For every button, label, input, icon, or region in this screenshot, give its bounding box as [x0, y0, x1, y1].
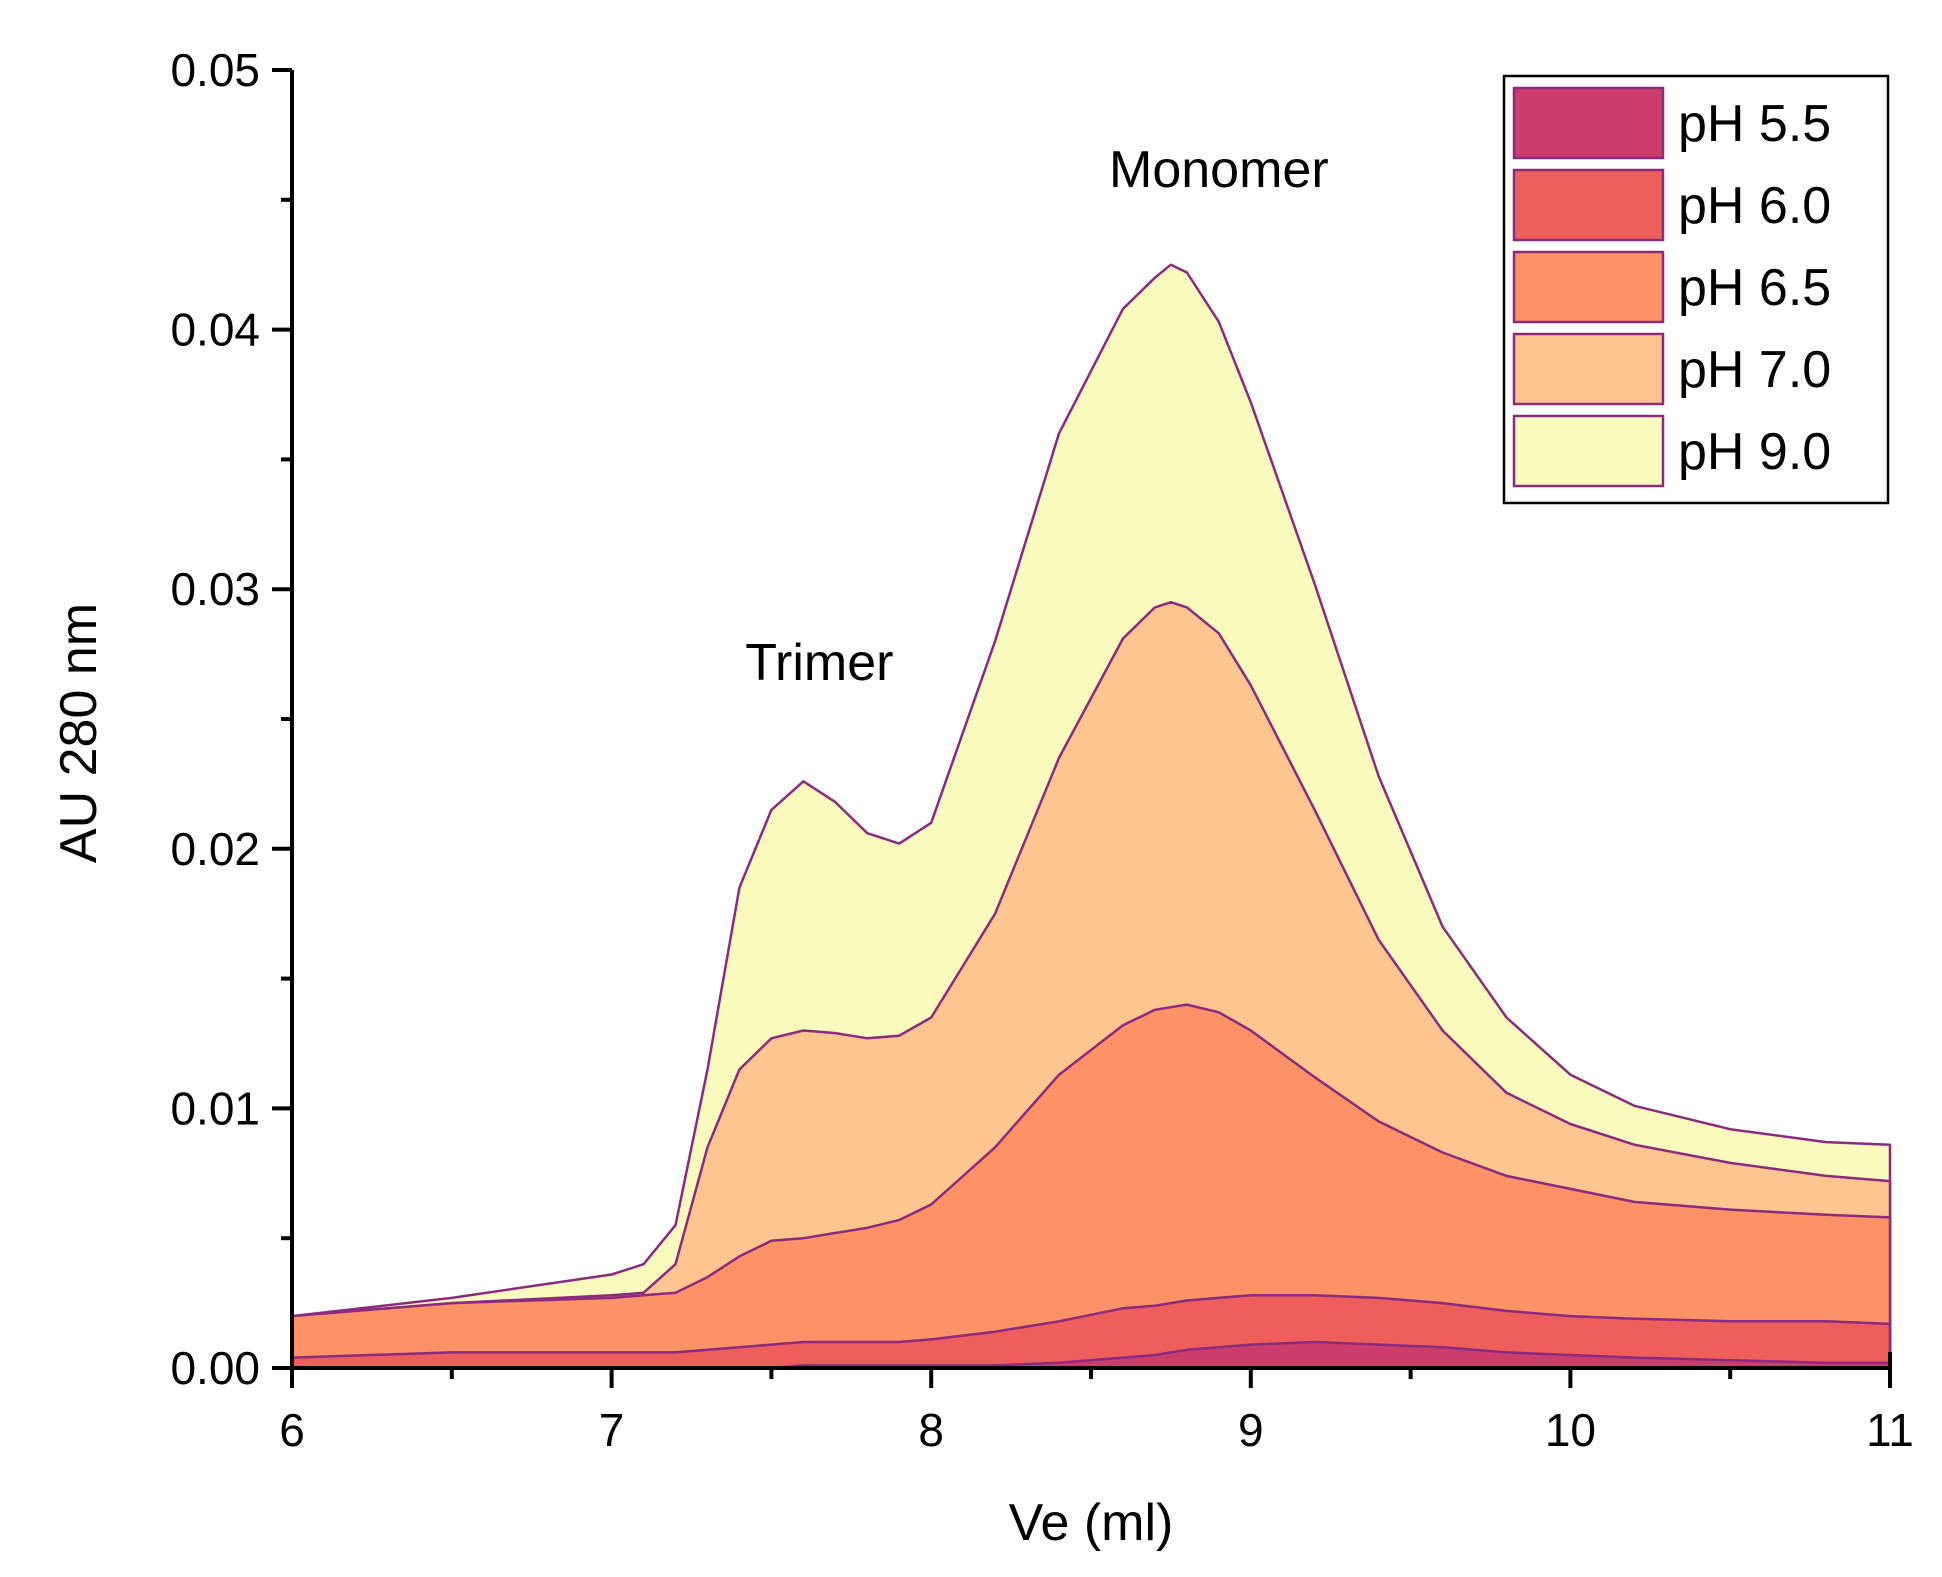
legend-swatch-ph-6-0 [1512, 168, 1665, 242]
x-tick-label: 10 [1545, 1404, 1596, 1456]
legend-label-ph-5-5: pH 5.5 [1678, 95, 1831, 153]
x-tick-label: 7 [599, 1404, 625, 1456]
y-axis-title: AU 280 nm [50, 603, 108, 863]
legend-label-ph-7-0: pH 7.0 [1678, 341, 1831, 399]
y-tick-label: 0.02 [170, 823, 260, 875]
axes: 6 7 8 9 10 11 0.00 0.01 0.02 0.03 0.04 0.05 [170, 44, 1913, 1456]
legend-swatch-ph-7-0 [1512, 332, 1665, 406]
annotation-monomer: Monomer [1109, 141, 1329, 199]
legend-items: pH 5.5 pH 6.0 pH 6.5 pH 7.0 pH 9.0 [1512, 86, 1831, 488]
x-tick-label: 8 [918, 1404, 944, 1456]
legend-swatch-ph-6-5 [1512, 250, 1665, 324]
legend: pH 5.5 pH 6.0 pH 6.5 pH 7.0 pH 9.0 [1502, 74, 1890, 505]
x-tick-label: 11 [1866, 1404, 1914, 1456]
x-axis-title: Ve (ml) [1009, 1494, 1174, 1552]
x-tick-label: 9 [1238, 1404, 1264, 1456]
x-axis-ticks: 6 7 8 9 10 11 [279, 1368, 1914, 1456]
area-ph-6-5 [290, 1003, 1892, 1370]
y-tick-label: 0.01 [170, 1082, 260, 1134]
y-tick-label: 0.05 [170, 44, 260, 96]
legend-label-ph-9-0: pH 9.0 [1678, 423, 1831, 481]
y-tick-label: 0.00 [170, 1342, 260, 1394]
series-areas [290, 263, 1892, 1370]
y-tick-label: 0.03 [170, 563, 260, 615]
y-axis-ticks: 0.00 0.01 0.02 0.03 0.04 0.05 [170, 44, 292, 1394]
area-ph-6-0 [290, 1294, 1892, 1370]
legend-swatch-ph-5-5 [1512, 86, 1665, 160]
x-tick-label: 6 [279, 1404, 305, 1456]
legend-label-ph-6-0: pH 6.0 [1678, 177, 1831, 235]
legend-swatch-ph-9-0 [1512, 414, 1665, 488]
annotation-trimer: Trimer [745, 634, 893, 692]
legend-label-ph-6-5: pH 6.5 [1678, 259, 1831, 317]
y-tick-label: 0.04 [170, 304, 260, 356]
